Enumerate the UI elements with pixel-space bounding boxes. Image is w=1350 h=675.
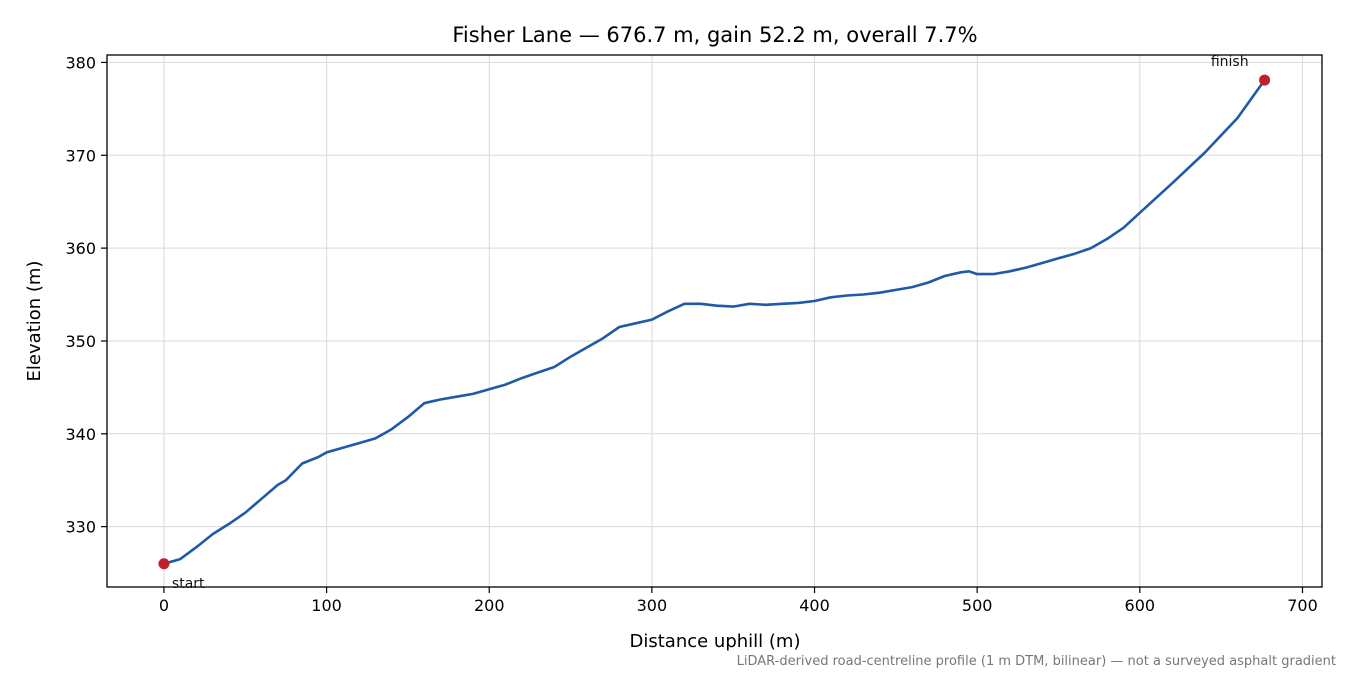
y-tick-label: 370 xyxy=(65,146,96,165)
y-tick-label: 330 xyxy=(65,518,96,537)
plot-frame xyxy=(106,54,1323,588)
grid xyxy=(107,55,1322,587)
finish-label: finish xyxy=(1211,54,1249,70)
start-marker xyxy=(158,558,170,570)
x-tick-label: 200 xyxy=(474,596,505,615)
x-tick-label: 600 xyxy=(1125,596,1156,615)
y-tick-label: 360 xyxy=(65,239,96,258)
chart-title: Fisher Lane — 676.7 m, gain 52.2 m, over… xyxy=(452,23,977,47)
start-label: start xyxy=(172,576,205,592)
caption: LiDAR-derived road-centreline profile (1… xyxy=(737,654,1336,669)
y-axis-label: Elevation (m) xyxy=(24,261,45,382)
x-tick-label: 100 xyxy=(311,596,342,615)
y-tick-label: 350 xyxy=(65,332,96,351)
x-tick-label: 700 xyxy=(1287,596,1318,615)
elevation-profile-line xyxy=(162,78,1266,566)
y-tick-label: 340 xyxy=(65,425,96,444)
x-axis: 0 100 200 300 400 500 600 700 xyxy=(159,587,1318,615)
x-tick-label: 300 xyxy=(637,596,668,615)
x-tick-label: 400 xyxy=(799,596,830,615)
x-tick-label: 0 xyxy=(159,596,169,615)
annotations: start finish xyxy=(158,54,1271,592)
x-axis-label: Distance uphill (m) xyxy=(630,631,801,652)
x-tick-label: 500 xyxy=(962,596,993,615)
y-tick-label: 380 xyxy=(65,53,96,72)
series-layer xyxy=(162,78,1266,566)
finish-marker xyxy=(1259,74,1271,86)
y-axis: 330 340 350 360 370 380 xyxy=(65,53,107,537)
